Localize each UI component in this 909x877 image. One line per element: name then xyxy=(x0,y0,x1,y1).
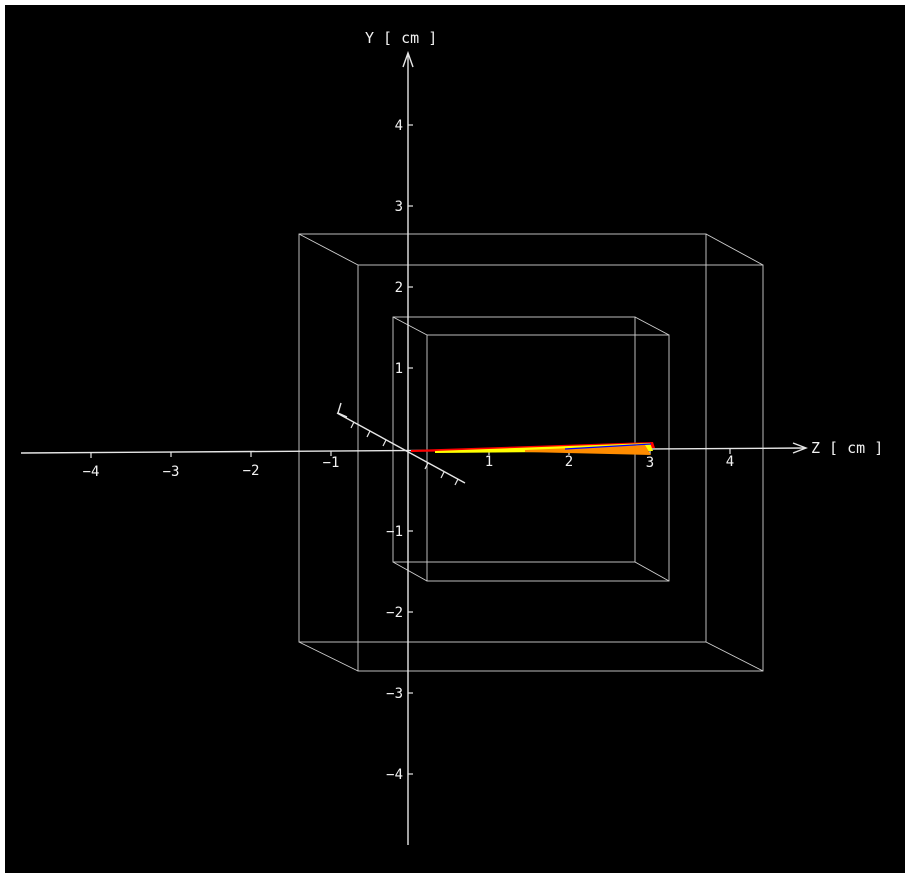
z-tick-label: −3 xyxy=(163,464,180,480)
x-axis-arrowhead xyxy=(337,402,348,418)
y-tick-label: 4 xyxy=(395,118,403,134)
z-tick-label: 1 xyxy=(485,454,493,470)
inner-box-edge xyxy=(392,561,428,582)
3d-viewer-canvas[interactable]: 4 3 2 1 −1 −2 −3 −4 Y [ cm ] −4 −3 −2 −1 xyxy=(5,5,905,873)
inner-box-edge xyxy=(392,316,428,336)
z-axis: −4 −3 −2 −1 1 2 3 4 Z [ cm ] xyxy=(20,439,883,480)
z-tick-label: −1 xyxy=(323,455,340,471)
y-tick-label: −1 xyxy=(386,524,403,540)
inner-box-back-face xyxy=(426,334,670,582)
particle-track-bundle xyxy=(411,442,655,455)
y-tick-label: 3 xyxy=(395,199,403,215)
y-tick-label: −4 xyxy=(386,767,403,783)
outer-box-edge xyxy=(705,641,764,672)
inner-box-edge xyxy=(634,316,670,336)
y-tick-label: 2 xyxy=(395,280,403,296)
track-red xyxy=(411,442,655,452)
z-tick-label: 4 xyxy=(726,454,734,470)
z-tick-label: −4 xyxy=(83,464,100,480)
y-tick-label: −3 xyxy=(386,686,403,702)
z-axis-title: Z [ cm ] xyxy=(811,439,883,457)
outer-box-back-face xyxy=(357,264,764,672)
z-tick-label: 3 xyxy=(646,455,654,471)
x-tick xyxy=(382,439,387,447)
x-tick xyxy=(454,478,459,486)
x-tick xyxy=(440,471,445,479)
y-axis-arrowhead xyxy=(402,50,414,68)
y-axis: 4 3 2 1 −1 −2 −3 −4 Y [ cm ] xyxy=(365,29,437,845)
x-axis xyxy=(336,402,466,486)
outer-volume-box xyxy=(298,233,764,672)
x-tick xyxy=(424,462,429,470)
z-tick-label: −2 xyxy=(243,463,260,479)
inner-volume-box xyxy=(392,316,670,582)
z-tick-label: 2 xyxy=(565,454,573,470)
inner-box-front-face xyxy=(392,316,636,563)
outer-box-front-face xyxy=(298,233,707,643)
inner-box-edge xyxy=(634,561,670,582)
x-tick xyxy=(350,421,355,429)
track-blue xyxy=(564,443,652,450)
y-tick-label: −2 xyxy=(386,605,403,621)
outer-box-edge xyxy=(298,233,359,266)
outer-box-edge xyxy=(298,641,359,672)
x-tick xyxy=(366,430,371,438)
y-axis-title: Y [ cm ] xyxy=(365,29,437,47)
z-axis-arrowhead xyxy=(792,442,808,454)
y-tick-label: 1 xyxy=(395,361,403,377)
track-orange xyxy=(525,445,651,455)
scene-svg: 4 3 2 1 −1 −2 −3 −4 Y [ cm ] −4 −3 −2 −1 xyxy=(20,29,883,845)
outer-box-edge xyxy=(705,233,764,266)
x-axis-line xyxy=(336,412,466,484)
